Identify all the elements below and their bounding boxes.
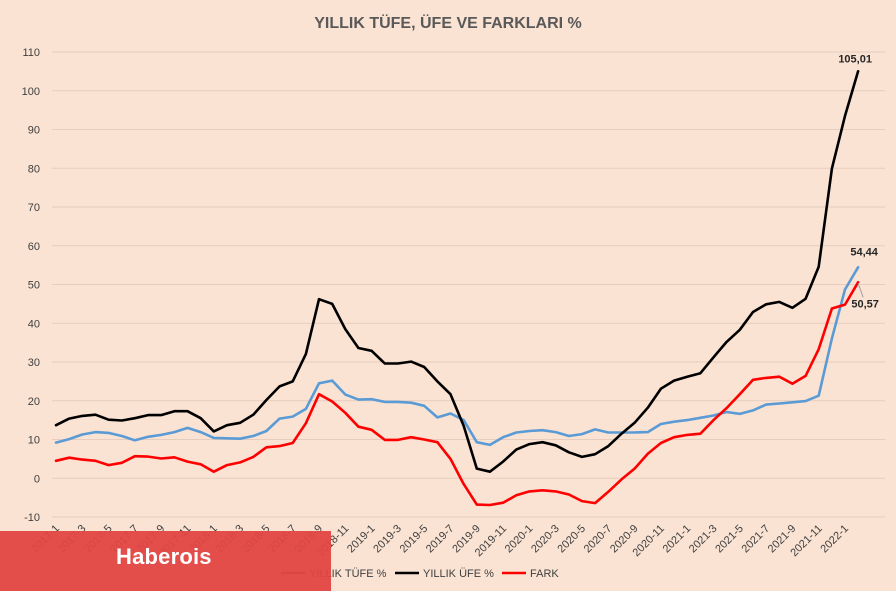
data-label: 105,01 [838,53,872,65]
series-lines [54,70,860,507]
y-tick-label: 0 [34,473,40,485]
data-label-leader [857,283,864,298]
y-tick-label: 20 [28,396,40,408]
y-tick-label: 30 [28,357,40,369]
gridlines [52,51,885,518]
data-labels: 105,01 54,44 50,57 [838,53,879,310]
x-tick-label: 2021-5 [713,523,746,556]
x-tick-label: 2020-1 [503,523,536,556]
x-tick-label: 2022-1 [818,523,851,556]
x-tick-label: 2020-3 [529,523,562,556]
x-tick-label: 2019-5 [398,523,431,556]
y-axis-ticks: -10 0 10 20 30 40 50 60 70 80 90 100 110 [22,47,40,524]
y-tick-label: 70 [28,202,40,214]
series-line-tufe [54,265,860,447]
series-line-ufe [54,70,860,474]
data-label: 54,44 [850,246,878,258]
data-label: 50,57 [851,298,879,310]
x-tick-label: 2019-3 [371,523,404,556]
series-line-fark [54,280,860,507]
y-tick-label: 80 [28,163,40,175]
y-tick-label: 60 [28,241,40,253]
brand-logo-text: Haberois [116,544,212,569]
x-tick-label: 2021-7 [740,523,773,556]
x-tick-label: 2020-5 [555,523,588,556]
y-tick-label: 50 [28,280,40,292]
y-tick-label: 40 [28,318,40,330]
x-tick-label: 2019-1 [345,523,378,556]
x-tick-label: 2021-3 [687,523,720,556]
chart-title: YILLIK TÜFE, ÜFE VE FARKLARI % [314,13,582,32]
brand-banner [0,531,331,591]
x-tick-label: 2020-7 [582,523,615,556]
y-tick-label: 90 [28,125,40,137]
x-tick-label: 2019-7 [424,523,457,556]
y-tick-label: -10 [24,512,40,524]
y-tick-label: 100 [22,86,40,98]
y-tick-label: 110 [22,47,40,59]
legend-label: FARK [530,568,559,580]
legend-label: YILLIK ÜFE % [423,568,494,580]
x-tick-label: 2021-1 [661,523,694,556]
y-tick-label: 10 [28,435,40,447]
